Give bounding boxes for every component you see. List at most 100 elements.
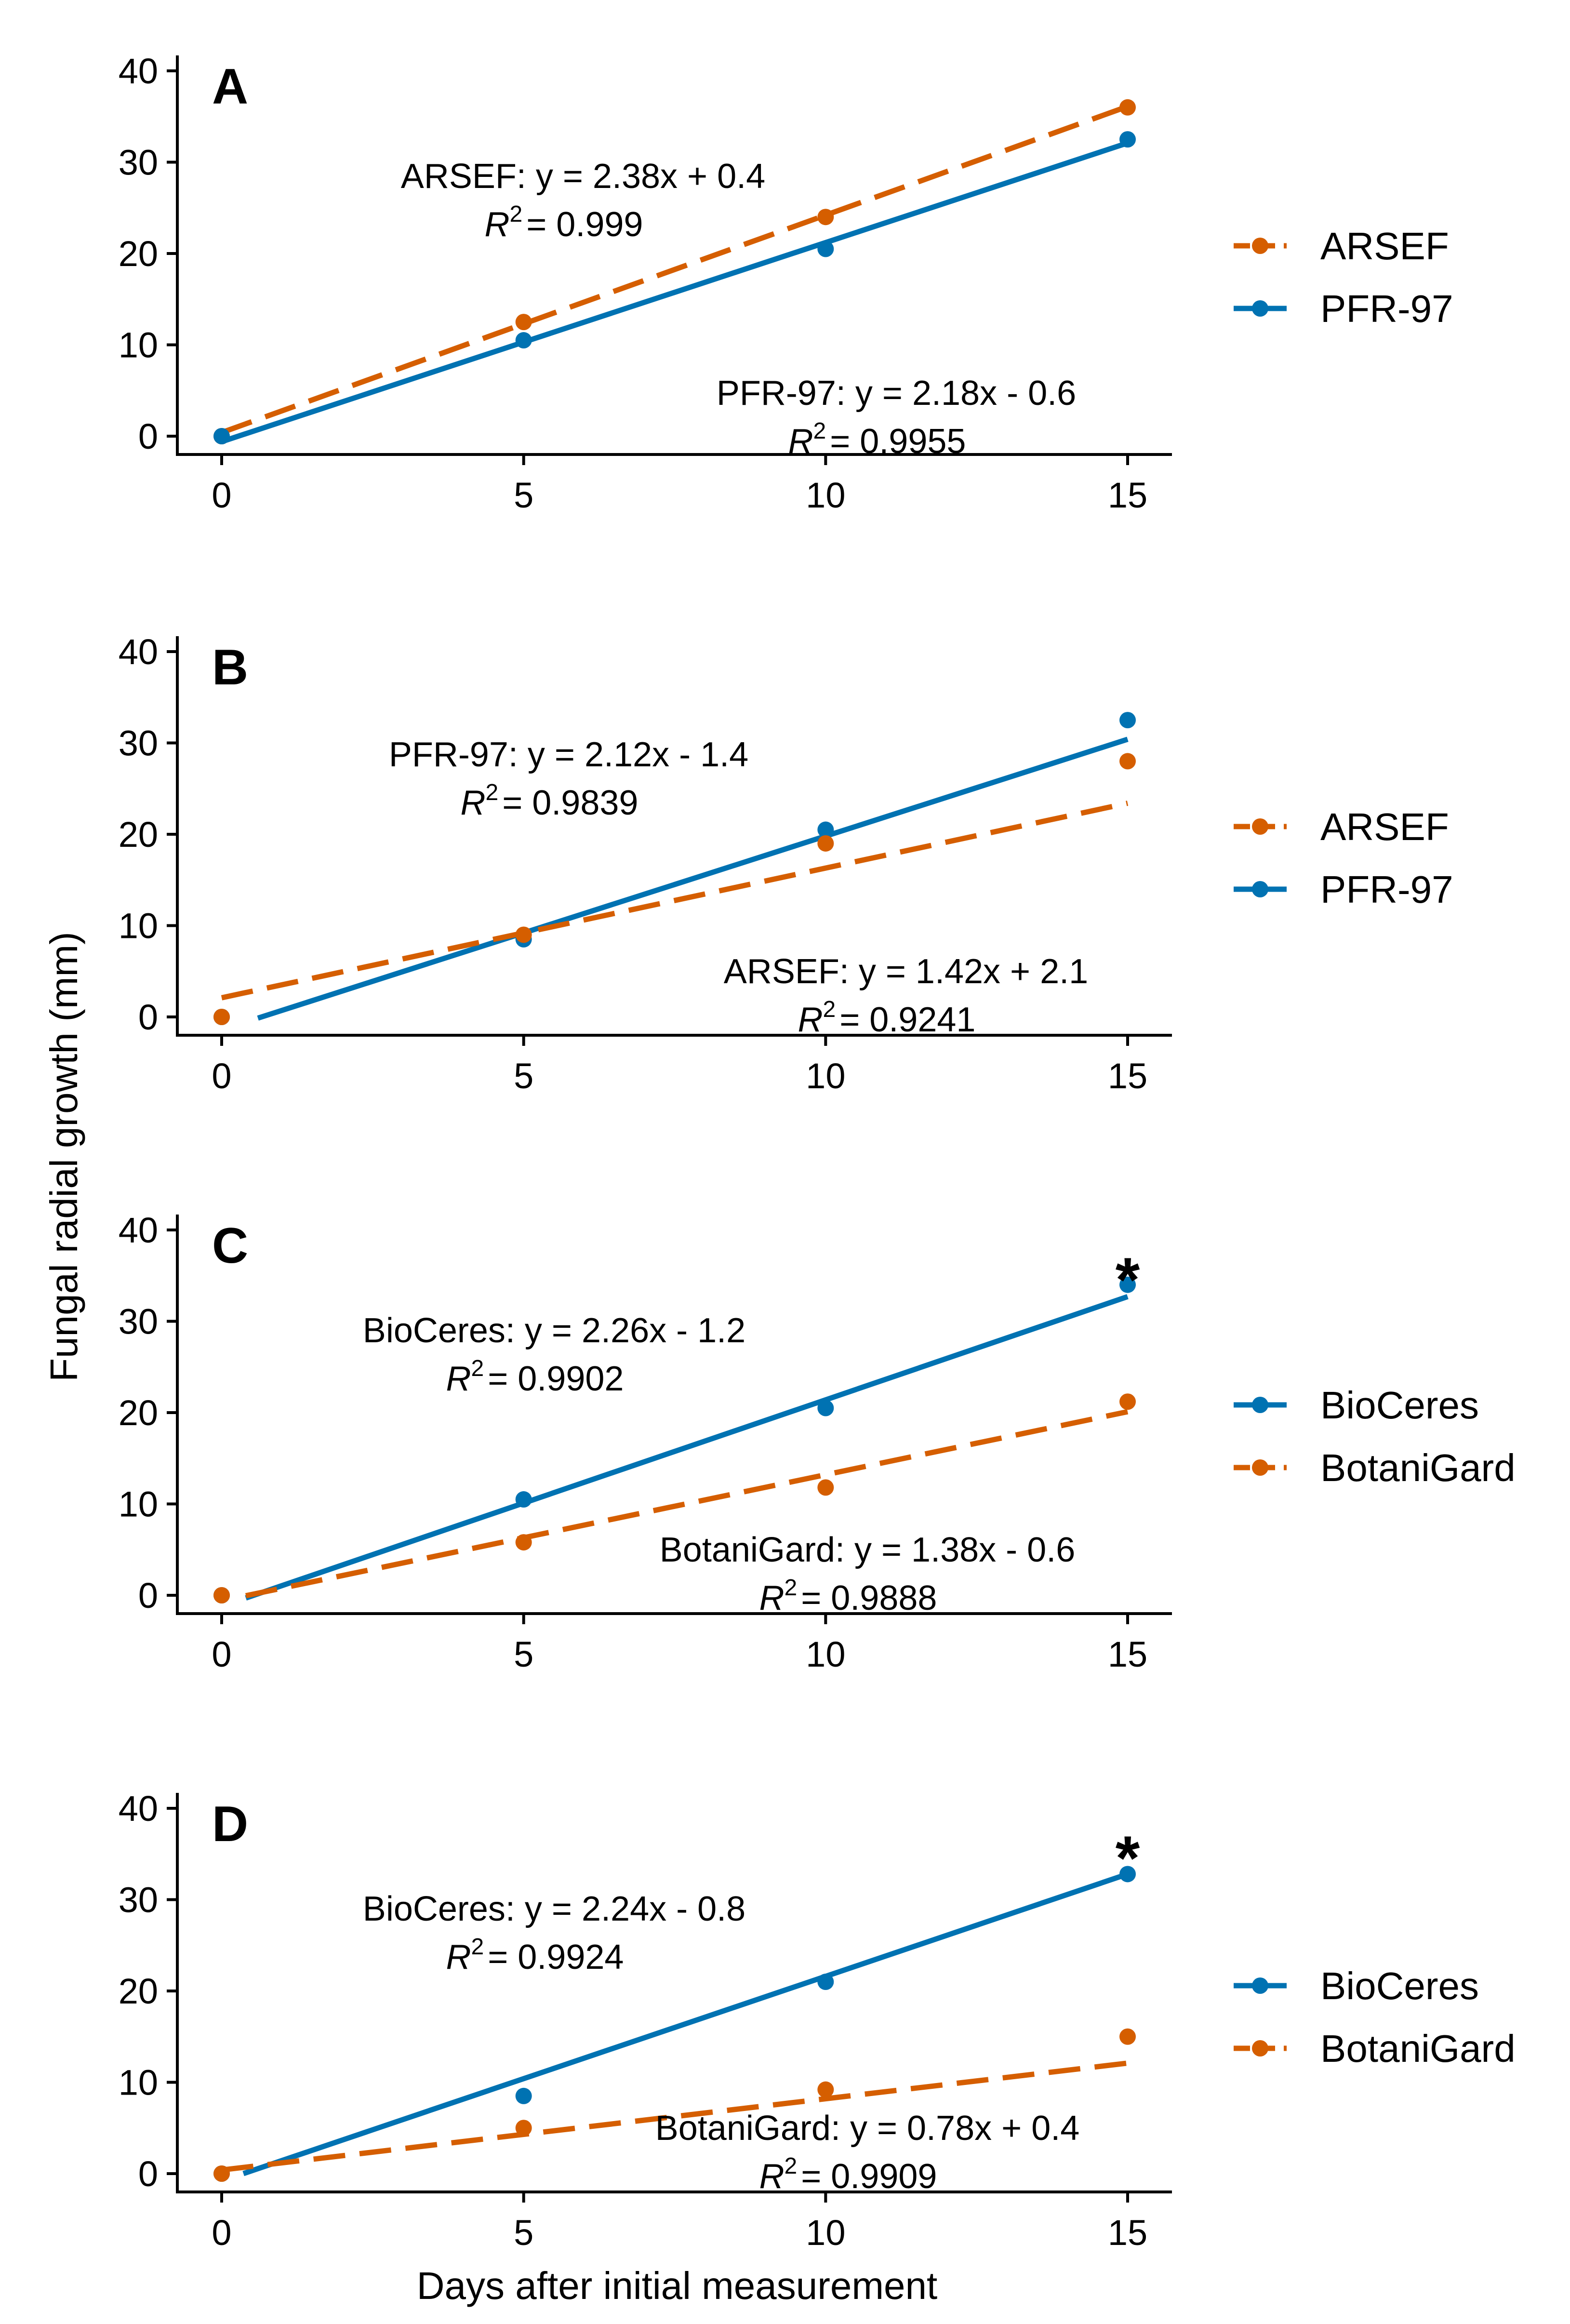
- x-tick-label: 15: [1108, 1634, 1147, 1674]
- y-tick-label: 30: [119, 143, 158, 183]
- legend-label: BioCeres: [1320, 1384, 1479, 1427]
- legend-item: BioCeres: [1234, 1384, 1479, 1427]
- panel-letter: C: [212, 1218, 248, 1274]
- r-squared-value: = 0.9909: [801, 2157, 937, 2196]
- y-tick-label: 10: [119, 906, 158, 946]
- r-squared-label: R2 = 0.9955: [788, 418, 966, 461]
- data-point-botanigard: [515, 1534, 532, 1551]
- data-point-bioceres: [515, 2087, 532, 2104]
- legend-marker: [1252, 300, 1268, 317]
- x-tick-label: 0: [212, 475, 231, 515]
- panel-letter: D: [212, 1796, 248, 1852]
- data-point-botanigard: [1119, 2028, 1136, 2045]
- y-tick-label: 30: [119, 723, 158, 763]
- y-axis-title: Fungal radial growth (mm): [42, 932, 85, 1382]
- y-tick-label: 10: [119, 1484, 158, 1524]
- equation-label: BotaniGard: y = 0.78x + 0.4: [655, 2109, 1080, 2148]
- data-point-arsef: [817, 209, 834, 226]
- equation-label: BotaniGard: y = 1.38x - 0.6: [660, 1531, 1076, 1569]
- x-axis-title: Days after initial measurement: [417, 2264, 937, 2307]
- r-squared-value: = 0.999: [526, 205, 643, 244]
- data-point-bioceres: [515, 1491, 532, 1508]
- y-tick-label: 20: [119, 1971, 158, 2011]
- equation-label: PFR-97: y = 2.18x - 0.6: [717, 374, 1076, 413]
- legend-label: PFR-97: [1320, 868, 1453, 911]
- equation-label: PFR-97: y = 2.12x - 1.4: [389, 735, 748, 774]
- data-point-botanigard: [213, 2165, 230, 2182]
- legend-item: ARSEF: [1234, 225, 1449, 267]
- equation-label: ARSEF: y = 2.38x + 0.4: [401, 157, 765, 196]
- x-tick-label: 15: [1108, 1056, 1147, 1096]
- x-tick-label: 0: [212, 1634, 231, 1674]
- equation-label: ARSEF: y = 1.42x + 2.1: [724, 952, 1088, 991]
- r-squared-label: R2 = 0.999: [485, 201, 643, 244]
- x-tick-label: 15: [1108, 2213, 1147, 2253]
- panel-letter: A: [212, 59, 248, 115]
- legend-label: BioCeres: [1320, 1964, 1479, 2007]
- data-point-pfr-97: [817, 240, 834, 257]
- data-point-pfr-97: [515, 332, 532, 349]
- data-point-botanigard: [515, 2120, 532, 2137]
- data-point-pfr-97: [1119, 131, 1136, 148]
- y-tick-label: 20: [119, 1393, 158, 1433]
- x-tick-label: 15: [1108, 475, 1147, 515]
- legend-label: BotaniGard: [1320, 1446, 1516, 1489]
- fit-line-pfr-97: [257, 736, 1129, 1021]
- fit-line-bioceres: [245, 1294, 1129, 1601]
- panel-d: 0 10 20 30 40 0 5 10 15 D BioCeres: y = 2.24x - 0.…: [119, 1789, 1516, 2253]
- panel-letter: B: [212, 640, 248, 695]
- r-squared-value: = 0.9902: [488, 1360, 624, 1398]
- panel-b: 0 10 20 30 40 0 5 10 15 B PFR-97: y = 2.12x - 1.4 R…: [119, 632, 1453, 1096]
- equation-label: BioCeres: y = 2.26x - 1.2: [363, 1311, 745, 1350]
- legend-marker: [1252, 2040, 1268, 2057]
- y-tick-label: 40: [119, 1789, 158, 1829]
- legend-marker: [1252, 1977, 1268, 1994]
- legend-item: BotaniGard: [1234, 2027, 1516, 2070]
- data-point-arsef: [817, 835, 834, 852]
- y-tick-label: 0: [138, 2154, 158, 2194]
- r-squared-label: R2 = 0.9241: [798, 997, 976, 1039]
- y-tick-label: 30: [119, 1302, 158, 1342]
- data-point-bioceres: [1119, 1276, 1136, 1293]
- y-tick-label: 0: [138, 1576, 158, 1616]
- y-tick-label: 0: [138, 997, 158, 1037]
- legend-marker: [1252, 238, 1268, 254]
- y-tick-label: 10: [119, 2063, 158, 2103]
- r-squared-label: R2 = 0.9909: [759, 2153, 937, 2196]
- significance-marker: *: [1116, 1823, 1140, 1893]
- y-tick-label: 0: [138, 416, 158, 456]
- legend-label: ARSEF: [1320, 805, 1449, 848]
- x-tick-label: 5: [514, 1634, 533, 1674]
- y-tick-label: 40: [119, 632, 158, 672]
- y-tick-label: 10: [119, 325, 158, 365]
- fit-line-arsef: [221, 104, 1129, 435]
- legend-item: PFR-97: [1234, 287, 1453, 330]
- legend-marker: [1252, 1459, 1268, 1476]
- data-point-arsef: [1119, 753, 1136, 770]
- r-squared-label: R2 = 0.9888: [759, 1575, 937, 1617]
- data-point-arsef: [515, 314, 532, 331]
- x-tick-label: 0: [212, 1056, 231, 1096]
- fit-line-botanigard: [245, 1409, 1129, 1599]
- r-squared-label: R2 = 0.9902: [446, 1356, 624, 1398]
- legend-label: ARSEF: [1320, 225, 1449, 267]
- legend-item: PFR-97: [1234, 868, 1453, 911]
- x-tick-label: 10: [806, 475, 845, 515]
- panel-c: 0 10 20 30 40 0 5 10 15 C BioCeres: y = 2.26x - 1.…: [119, 1210, 1516, 1674]
- x-tick-label: 10: [806, 1056, 845, 1096]
- significance-marker: *: [1116, 1244, 1140, 1315]
- r-squared-value: = 0.9241: [839, 1001, 975, 1039]
- fit-line-arsef: [221, 801, 1129, 1001]
- r-squared-label: R2 = 0.9839: [461, 780, 639, 822]
- x-tick-label: 5: [514, 2213, 533, 2253]
- y-tick-label: 20: [119, 234, 158, 274]
- fit-line-pfr-97: [221, 140, 1129, 444]
- legend-marker: [1252, 881, 1268, 897]
- legend-item: BotaniGard: [1234, 1446, 1516, 1489]
- x-tick-label: 10: [806, 2213, 845, 2253]
- y-tick-label: 30: [119, 1880, 158, 1920]
- data-point-bioceres: [817, 1400, 834, 1416]
- r-squared-value: = 0.9924: [488, 1938, 624, 1977]
- data-point-pfr-97: [1119, 712, 1136, 729]
- fit-line-botanigard: [221, 2060, 1128, 2173]
